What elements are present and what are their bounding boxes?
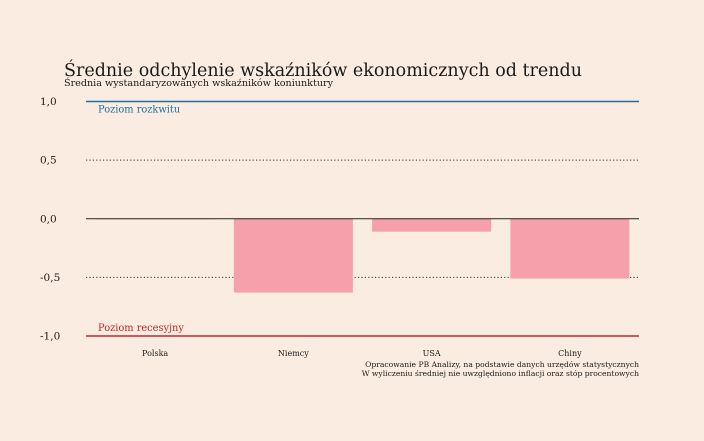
source-line-1: Opracowanie PB Analizy, na podstawie dan… [365, 360, 639, 369]
y-tick-label: 0,5 [40, 155, 57, 167]
x-tick-label: USA [423, 349, 441, 358]
source-note: Opracowanie PB Analizy, na podstawie dan… [362, 360, 639, 379]
bar-usa [372, 218, 492, 232]
chart-title: Średnie odchylenie wskaźników ekonomiczn… [64, 61, 583, 81]
boom-level-label: Poziom rozkwitu [98, 105, 180, 116]
bar-niemcy [233, 218, 353, 293]
chart-subtitle: Średnia wystandaryzowanych wskaźników ko… [64, 78, 333, 89]
recession-level-label: Poziom recesyjny [98, 323, 184, 334]
bar-chiny [510, 218, 630, 279]
y-tick-label: -0,5 [40, 272, 60, 284]
source-line-2: W wyliczeniu średniej nie uwzględniono i… [361, 369, 639, 379]
x-tick-label: Niemcy [278, 349, 309, 358]
y-tick-label: 0,0 [40, 213, 57, 225]
x-tick-label: Chiny [558, 349, 582, 358]
y-tick-label: -1,0 [40, 331, 60, 343]
x-tick-label: Polska [142, 349, 168, 358]
y-tick-label: 1,0 [40, 96, 57, 108]
